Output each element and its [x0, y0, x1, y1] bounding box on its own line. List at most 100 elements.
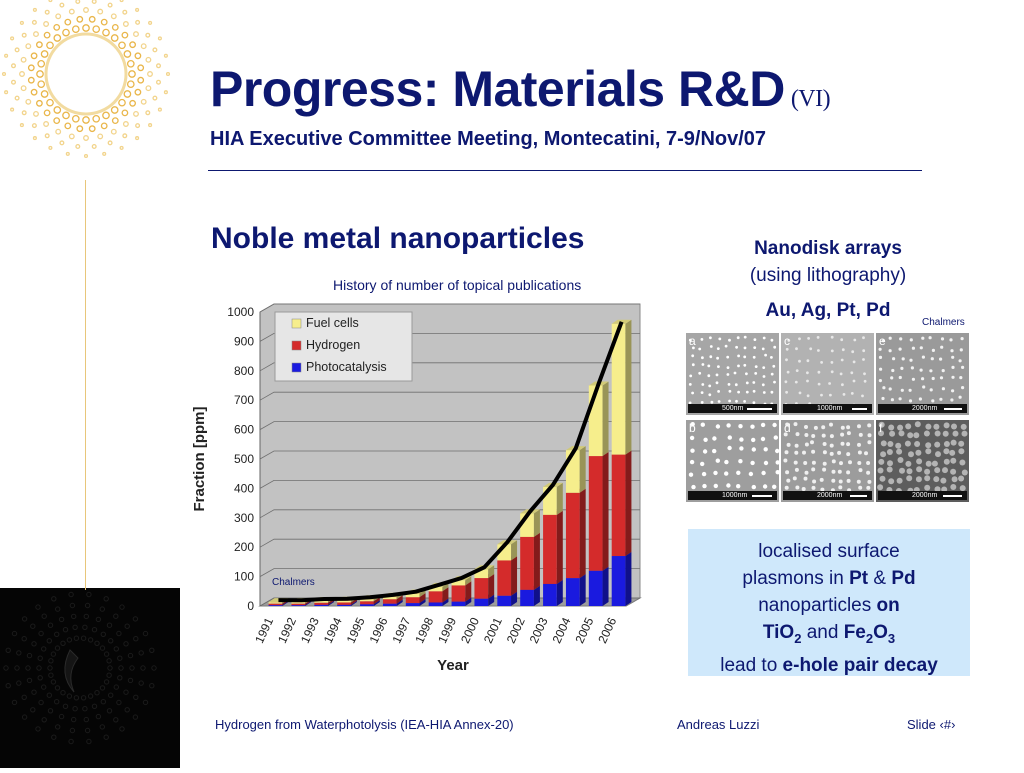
emblem-dot: [16, 650, 22, 656]
sun-ray-dot: [53, 23, 61, 31]
x-tick-label: 1998: [412, 615, 436, 645]
emblem-dot: [95, 713, 102, 720]
emblem-dot: [68, 591, 74, 598]
emblem-dot: [108, 692, 114, 698]
emblem-dot: [58, 616, 65, 623]
sun-ray-dot: [43, 109, 51, 117]
sun-ray-dot: [21, 110, 27, 116]
emblem-dot: [80, 635, 87, 641]
scale-bar: 1000nm: [783, 404, 872, 413]
sun-ray-dot: [135, 123, 141, 129]
sun-ray-dot: [135, 19, 141, 25]
emblem-dot: [129, 665, 135, 671]
emblem-dot: [118, 665, 124, 671]
y-tick-label: 700: [234, 393, 254, 407]
emblem-dot: [100, 631, 107, 637]
sun-ray-dot: [129, 99, 137, 107]
emblem-dot: [127, 677, 134, 684]
nanodisk-pattern: [878, 336, 965, 403]
y-tick-label: 300: [234, 511, 254, 525]
emblem-dot: [36, 665, 42, 671]
plasmon-text: on: [876, 595, 900, 616]
sun-ray-dot: [133, 31, 139, 38]
bar-hydrogen-2003: [543, 510, 563, 584]
emblem-dot: [113, 717, 119, 723]
emblem-dot: [86, 591, 92, 598]
emblem-dot: [54, 645, 61, 651]
sun-ray-dot: [122, 21, 129, 27]
emblem-dot: [106, 672, 112, 678]
footer-slide-number: Slide ‹#›: [907, 717, 956, 732]
sem-panel-letter: a: [689, 334, 696, 348]
scale-bar-line: [850, 495, 867, 497]
emblem-dot: [60, 640, 66, 646]
sun-ray-dot: [43, 121, 50, 127]
emblem-dot: [127, 652, 134, 659]
emblem-dot: [132, 616, 139, 622]
sun-ray-dot: [1, 71, 7, 77]
sun-ray-dot: [126, 59, 135, 68]
sem-panel-f: f 2000nm: [876, 420, 969, 502]
sun-ray-dot: [55, 13, 62, 20]
sun-ray-dot: [27, 64, 35, 72]
emblem-dot: [47, 622, 54, 628]
emblem-dot: [119, 604, 125, 610]
legend-label: Fuel cells: [306, 316, 359, 330]
sun-ray-dot: [30, 88, 38, 96]
nanodisk-pattern: [784, 335, 868, 408]
sun-ray-dot: [148, 20, 153, 25]
sun-ray-dot: [129, 41, 137, 49]
sun-ray-dot: [128, 70, 136, 78]
scale-bar-line: [943, 495, 962, 497]
sun-ray-dot: [97, 8, 104, 15]
sun-ray-dot: [121, 109, 129, 117]
sem-panel-letter: c: [784, 334, 790, 348]
sun-ray-dot: [19, 71, 25, 77]
nanodisk-credit: Chalmers: [922, 317, 965, 328]
x-tick-label: 1995: [344, 615, 368, 645]
x-tick-label: 1991: [252, 615, 276, 645]
emblem-dot: [58, 713, 65, 720]
gridline: [259, 450, 640, 460]
x-tick-label: 2005: [572, 615, 596, 645]
sun-ray-dot: [64, 18, 72, 26]
sun-ray-dot: [59, 2, 65, 8]
sun-ray-dot: [10, 36, 15, 41]
sun-ray-dot: [100, 18, 108, 26]
sun-ray-dot: [62, 28, 70, 37]
gridline: [259, 538, 640, 548]
emblem-dot: [47, 665, 53, 671]
x-tick-label: 1994: [321, 615, 345, 645]
sun-ray-dot: [107, 140, 113, 146]
bar-photocatalysis-2005: [588, 566, 609, 606]
emblem-dot: [48, 658, 54, 664]
emblem-dot: [82, 624, 88, 630]
emblem-dot: [117, 675, 123, 681]
platinum-label: Pt: [849, 568, 869, 589]
sun-ray-dot: [119, 0, 124, 3]
sun-ray-dot: [10, 79, 16, 85]
sun-ray-dot: [37, 59, 46, 68]
emblem-dot: [116, 630, 122, 637]
emblem-dot: [103, 734, 109, 740]
emblem-dot: [116, 699, 122, 706]
gridline: [259, 333, 640, 342]
sun-ray-dot: [25, 43, 32, 50]
emblem-dot: [133, 636, 139, 642]
bar-fuel-cells-2006: [611, 319, 632, 455]
scale-bar: 2000nm: [878, 491, 967, 500]
sun-ray-dot: [40, 50, 49, 58]
sun-ray-dot: [19, 123, 24, 128]
emblem-dot: [106, 622, 113, 628]
x-tick-label: 1997: [389, 615, 413, 645]
sun-ray-dot: [137, 76, 145, 84]
sun-ray-dot: [118, 98, 126, 107]
emblem-dot: [50, 651, 57, 657]
chart-caption: History of number of topical publication…: [333, 277, 582, 293]
scale-bar-label: 1000nm: [722, 492, 748, 499]
gridline: [259, 509, 640, 519]
y-tick-label: 900: [234, 334, 254, 348]
nanodisk-title: Nanodisk arrays: [754, 238, 902, 259]
emblem-dot: [133, 694, 139, 701]
sun-ray-dot: [76, 125, 84, 133]
